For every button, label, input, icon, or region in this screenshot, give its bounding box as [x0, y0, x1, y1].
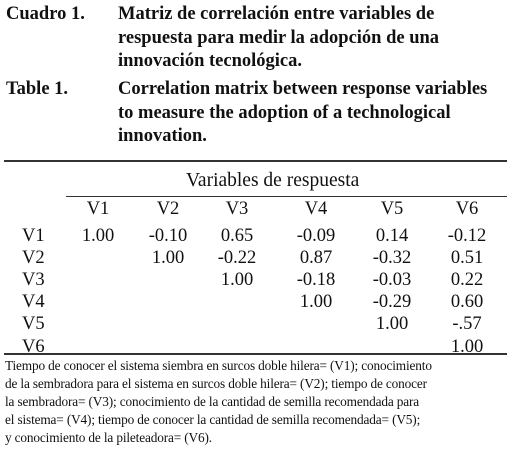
table-cell: 0.22: [450, 270, 484, 291]
table-cell: 1.00: [220, 270, 254, 291]
footnote-line-3: la sembradora= (V3); conocimiento de la …: [5, 394, 420, 409]
table-cell: 1.00: [81, 226, 115, 246]
caption-spanish-line-1: Matriz de correlación entre variables de: [118, 4, 435, 24]
column-header: V5: [380, 199, 404, 219]
table-cell: 0.65: [220, 226, 254, 246]
column-header: V3: [225, 199, 249, 219]
row-label: V2: [22, 248, 45, 269]
caption-spanish-line-3: innovación tecnológica.: [118, 51, 302, 71]
caption-spanish-number: Cuadro 1.: [6, 4, 85, 24]
footnote-line-2: de la sembradora para el sistema en surc…: [5, 376, 427, 391]
column-header: V6: [455, 199, 479, 219]
table-cell: -.57: [452, 314, 482, 335]
table-cell: -0.10: [148, 226, 188, 246]
row-label: V3: [22, 270, 45, 291]
table-cell: 0.60: [450, 292, 484, 313]
caption-english-line-1: Correlation matrix between response vari…: [118, 79, 488, 99]
table-cell: 0.14: [375, 226, 409, 246]
spanner-header: Variables de respuesta: [186, 170, 360, 191]
table-top-rule: [4, 160, 507, 162]
row-label: V5: [22, 314, 45, 335]
row-label: V6: [22, 336, 45, 357]
spanner-rule: [66, 196, 507, 197]
table-footnote: Tiempo de conocer el sistema siembra en …: [5, 357, 508, 447]
table-cell: 1.00: [151, 248, 185, 269]
table-cell: 0.87: [299, 248, 333, 269]
table-cell: -0.18: [296, 270, 336, 291]
column-header: V1: [86, 199, 110, 219]
column-header: V4: [304, 199, 328, 219]
table-cell: 0.51: [450, 248, 484, 269]
table-cell: -0.03: [372, 270, 412, 291]
row-label: V1: [22, 226, 45, 246]
footnote-line-1: Tiempo de conocer el sistema siembra en …: [5, 358, 432, 373]
row-label: V4: [22, 292, 45, 313]
caption-english-line-2: to measure the adoption of a technologic…: [118, 102, 451, 123]
caption-english-line-3: innovation.: [118, 126, 207, 146]
table-cell: -0.22: [217, 248, 257, 269]
column-header: V2: [156, 199, 180, 219]
table-cell: 1.00: [299, 292, 333, 313]
footnote-line-5: y conocimiento de la pileteadora= (V6).: [5, 430, 212, 445]
caption-english-number: Table 1.: [6, 79, 69, 99]
caption-spanish: Cuadro 1. Matriz de correlación entre var…: [6, 3, 511, 74]
table-cell: -0.12: [447, 226, 487, 246]
footnote-line-4: el sistema= (V4); tiempo de conocer la c…: [5, 412, 421, 427]
table-cell: -0.09: [296, 226, 336, 246]
caption-english: Table 1. Correlation matrix between respo…: [6, 78, 511, 149]
caption-spanish-line-2: respuesta para medir la adopción de una: [118, 27, 440, 48]
table-cell: -0.32: [372, 248, 412, 269]
table-cell: -0.29: [372, 292, 412, 313]
table-cell: 1.00: [375, 314, 409, 335]
table-cell: 1.00: [450, 336, 484, 357]
table-bottom-rule: [4, 353, 507, 355]
